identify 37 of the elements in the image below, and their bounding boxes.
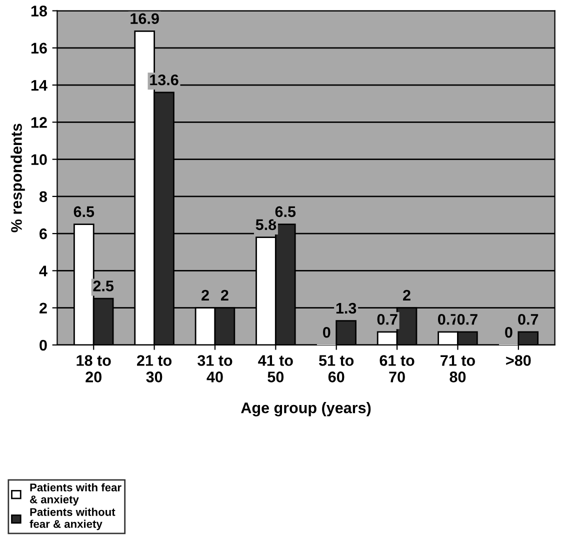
data-label: 0 — [323, 326, 330, 338]
data-label: 6.5 — [275, 206, 296, 218]
data-label: 2 — [220, 290, 228, 300]
data-label: 5.8 — [256, 219, 276, 230]
data-label: 2 — [403, 290, 410, 300]
y-tick-label: 4 — [39, 266, 48, 276]
data-label: 2.5 — [93, 280, 114, 292]
data-label: 0.7 — [377, 314, 398, 325]
data-label: 0.7 — [457, 314, 478, 325]
x-tick-label: 41 to 50 — [258, 355, 293, 382]
y-tick-label: 0 — [40, 340, 47, 351]
x-tick-label: 71 to 80 — [440, 355, 475, 382]
y-tick-label: 12 — [31, 117, 47, 128]
y-axis-title: % respondents — [10, 124, 25, 232]
y-tick-label: 16 — [31, 42, 47, 54]
x-tick-label: 51 to 60 — [319, 355, 354, 382]
x-tick-label: 31 to 40 — [198, 355, 232, 382]
data-label: 1.3 — [336, 302, 356, 314]
x-tick-label: 61 to 70 — [380, 355, 414, 382]
data-label: 13.6 — [150, 74, 178, 86]
data-label: 0.7 — [518, 314, 538, 325]
x-axis-title: Age group (years) — [241, 402, 371, 416]
data-label: 16.9 — [130, 13, 159, 24]
y-tick-label: 18 — [31, 6, 48, 16]
y-tick-label: 10 — [31, 154, 47, 165]
y-tick-label: 6 — [40, 228, 47, 240]
data-label: 0 — [505, 326, 512, 338]
y-tick-label: 14 — [31, 80, 48, 91]
data-label: 2 — [202, 290, 209, 300]
legend-label: Patients without fear & anxiety — [30, 508, 116, 530]
data-label: 6.5 — [74, 206, 94, 218]
legend-label: Patients with fear & anxiety — [30, 483, 122, 506]
x-tick-label: 18 to 20 — [76, 355, 111, 382]
y-tick-label: 8 — [39, 191, 48, 202]
y-tick-label: 2 — [40, 302, 47, 314]
x-tick-label: >80 — [506, 355, 531, 366]
x-tick-label: 21 to 30 — [137, 355, 172, 382]
